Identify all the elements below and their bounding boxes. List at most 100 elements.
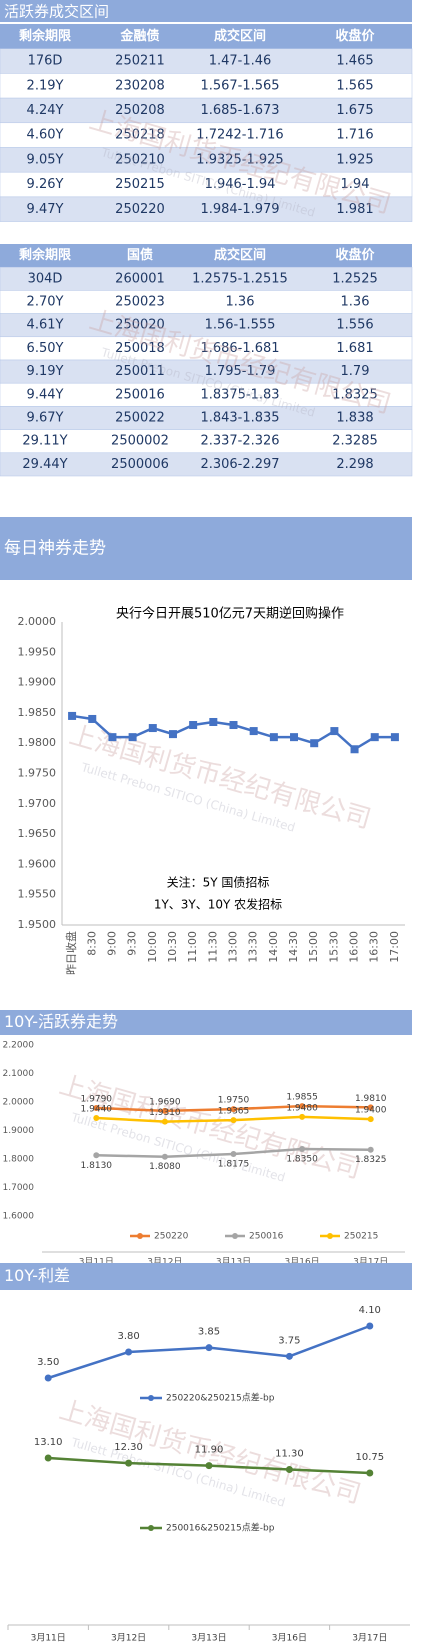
x-tick-label: 3月12日	[147, 1257, 182, 1268]
table-row-bg	[0, 122, 413, 148]
table-cell: 1.565	[336, 78, 373, 93]
section-banner	[0, 517, 412, 580]
data-label: 3.85	[198, 1327, 220, 1338]
y-tick-label: 1.9900	[18, 676, 57, 689]
point	[125, 1459, 133, 1467]
legend-marker	[327, 1233, 333, 1239]
point	[44, 1454, 52, 1462]
x-tick-label: 15:30	[327, 931, 340, 963]
table-cell: 1.681	[336, 341, 373, 356]
table-cell: 1.981	[336, 202, 373, 217]
legend-label: 250220&250215点差-bp	[166, 1392, 275, 1404]
data-label: 3.50	[37, 1357, 59, 1368]
data-label: 11.30	[275, 1448, 304, 1459]
table-cell: 9.19Y	[27, 364, 64, 379]
table-cell: 2500006	[111, 457, 169, 472]
x-tick-label: 16:00	[348, 931, 361, 963]
x-tick-label: 16:30	[368, 931, 381, 963]
table-cell: 1.984-1.979	[200, 202, 279, 217]
point	[161, 1107, 168, 1114]
table-row-bg	[0, 48, 413, 74]
table-cell: 230208	[115, 78, 165, 93]
data-label: 13.10	[34, 1437, 63, 1448]
table-cell: 1.79	[341, 364, 370, 379]
point	[93, 1114, 100, 1121]
x-tick-label: 3月12日	[111, 1633, 146, 1644]
annotation: 关注：5Y 国债招标	[167, 875, 270, 890]
table-cell: 9.26Y	[27, 177, 64, 192]
table-cell: 250022	[115, 411, 165, 426]
data-label: 1.9440	[81, 1104, 113, 1114]
table-cell: 250020	[115, 318, 165, 333]
data-label: 4.10	[359, 1305, 381, 1316]
section-banner	[0, 1010, 412, 1035]
table-header: 收盘价	[335, 247, 375, 263]
x-tick-label: 3月17日	[352, 1633, 387, 1644]
table-cell: 250016	[115, 387, 165, 402]
table-cell: 1.716	[336, 128, 373, 143]
table-cell: 4.61Y	[27, 318, 64, 333]
table-row-bg	[0, 171, 413, 198]
table-cell: 1.9325-1.925	[196, 152, 283, 167]
table-row-bg	[0, 147, 413, 173]
table-cell: 1.685-1.673	[200, 103, 279, 118]
data-label: 1.8325	[355, 1155, 387, 1165]
table-cell: 250218	[115, 128, 165, 143]
x-tick-label: 11:00	[186, 931, 199, 963]
point	[366, 1322, 374, 1330]
table-header: 成交区间	[214, 247, 266, 263]
x-tick-label: 8:30	[85, 931, 98, 956]
data-label: 1.9690	[149, 1097, 181, 1107]
table-header: 金融债	[119, 28, 159, 44]
legend-marker	[137, 1233, 143, 1239]
table-cell: 4.60Y	[27, 128, 64, 143]
point	[68, 711, 77, 720]
section-banner	[0, 1263, 412, 1290]
y-tick-label: 1.8000	[3, 1155, 35, 1165]
point	[88, 714, 97, 723]
point	[108, 733, 117, 742]
point	[366, 1469, 374, 1477]
x-tick-label: 3月13日	[216, 1257, 251, 1268]
legend-marker	[148, 1395, 154, 1401]
table-cell: 1.675	[336, 103, 373, 118]
table-cell: 1.47-1.46	[209, 54, 272, 69]
table-cell: 250018	[115, 341, 165, 356]
table-cell: 1.2525	[332, 271, 378, 286]
x-tick-label: 11:30	[206, 931, 219, 963]
data-label: 1.9855	[286, 1093, 318, 1103]
table-cell: 176D	[28, 54, 63, 69]
y-tick-label: 1.9750	[18, 767, 57, 780]
table-title: 活跃券成交区间	[4, 3, 109, 21]
point	[367, 1116, 374, 1123]
data-label: 12.30	[114, 1442, 143, 1453]
table-cell: 4.24Y	[27, 103, 64, 118]
point	[299, 1146, 306, 1153]
table-cell: 9.47Y	[27, 202, 64, 217]
point	[205, 1462, 213, 1470]
table-cell: 1.8325	[332, 387, 378, 402]
point	[93, 1104, 100, 1111]
table-cell: 6.50Y	[27, 341, 64, 356]
data-label: 1.8080	[149, 1162, 181, 1172]
table-cell: 2.306-2.297	[200, 457, 279, 472]
point	[44, 1374, 52, 1382]
table-title-bar	[0, 0, 412, 22]
section-title: 10Y-活跃券走势	[4, 1012, 118, 1031]
point	[285, 1465, 293, 1473]
data-label: 1.9810	[355, 1094, 387, 1104]
point	[310, 739, 319, 748]
x-tick-label: 9:30	[126, 931, 139, 956]
legend-label: 250016&250215点差-bp	[166, 1522, 275, 1534]
table-row-bg	[0, 452, 413, 477]
point	[290, 733, 299, 742]
table-cell: 250211	[115, 54, 165, 69]
table-cell: 1.795-1.79	[205, 364, 276, 379]
table-cell: 9.44Y	[27, 387, 64, 402]
point	[189, 721, 198, 730]
table-cell: 1.925	[336, 152, 373, 167]
point	[148, 724, 157, 733]
data-label: 3.80	[117, 1331, 139, 1342]
